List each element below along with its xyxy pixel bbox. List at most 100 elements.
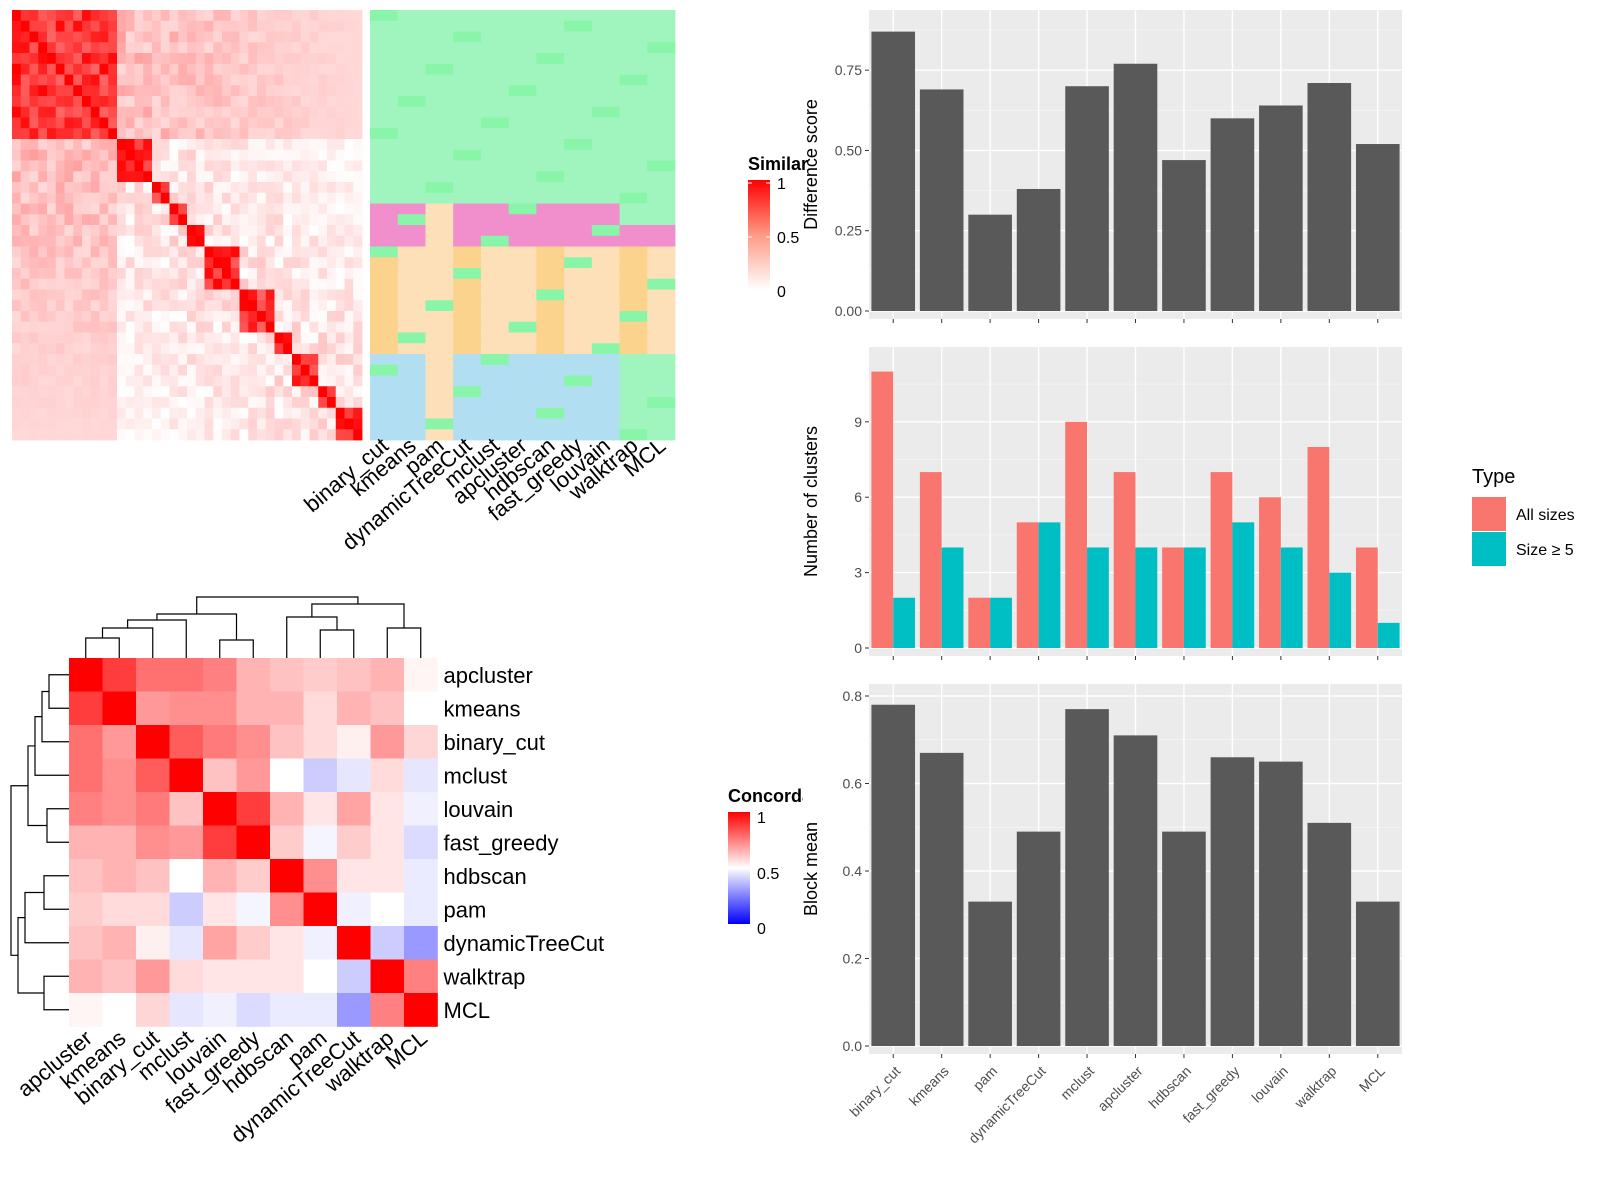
similarity-cell bbox=[117, 332, 127, 344]
dendrogram-branch bbox=[17, 917, 44, 994]
similarity-cell bbox=[47, 63, 57, 75]
similarity-cell bbox=[265, 246, 275, 258]
annotation-cell bbox=[564, 364, 593, 376]
similarity-cell bbox=[143, 311, 153, 323]
similarity-cell bbox=[29, 128, 39, 140]
similarity-cell bbox=[230, 85, 240, 97]
similarity-cell bbox=[239, 53, 249, 65]
similarity-cell bbox=[47, 203, 57, 215]
concordance-row-label: mclust bbox=[444, 763, 508, 788]
annotation-cell bbox=[425, 386, 454, 398]
similarity-cell bbox=[90, 160, 100, 172]
similarity-cell bbox=[99, 321, 109, 333]
similarity-cell bbox=[90, 53, 100, 65]
y-tick-label: 0 bbox=[854, 640, 862, 656]
bar bbox=[871, 31, 916, 312]
annotation-cell bbox=[397, 203, 426, 215]
annotation-cell bbox=[647, 278, 676, 290]
annotation-cell bbox=[564, 10, 593, 22]
legend-swatch-all-sizes bbox=[1472, 497, 1506, 531]
annotation-cell bbox=[397, 20, 426, 32]
similarity-cell bbox=[134, 53, 144, 65]
similarity-cell bbox=[152, 257, 162, 269]
similarity-cell bbox=[300, 300, 310, 312]
annotation-cell bbox=[397, 268, 426, 280]
similarity-cell bbox=[152, 418, 162, 430]
similarity-cell bbox=[204, 96, 214, 108]
similarity-cell bbox=[327, 225, 337, 237]
similarity-cell bbox=[12, 278, 22, 290]
similarity-cell bbox=[283, 235, 293, 247]
similarity-cell bbox=[55, 354, 65, 366]
similarity-cell bbox=[90, 397, 100, 409]
similarity-cell bbox=[152, 117, 162, 129]
similarity-cell bbox=[143, 225, 153, 237]
annotation-cell bbox=[508, 53, 537, 65]
similarity-cell bbox=[160, 278, 170, 290]
similarity-cell bbox=[300, 192, 310, 204]
similarity-cell bbox=[283, 278, 293, 290]
annotation-cell bbox=[591, 203, 620, 215]
similarity-cell bbox=[222, 42, 232, 54]
annotation-cell bbox=[619, 53, 648, 65]
concordance-row-label: binary_cut bbox=[444, 730, 546, 755]
y-tick-label: 6 bbox=[854, 489, 862, 505]
concordance-cell bbox=[169, 691, 204, 726]
similarity-cell bbox=[327, 63, 337, 75]
similarity-cell bbox=[265, 375, 275, 387]
similarity-cell bbox=[344, 182, 354, 194]
similarity-cell bbox=[12, 246, 22, 258]
similarity-cell bbox=[82, 20, 92, 32]
annotation-cell bbox=[425, 321, 454, 333]
similarity-cell bbox=[108, 418, 118, 430]
concordance-cell bbox=[270, 959, 304, 994]
concordance-cell bbox=[102, 993, 137, 1027]
similarity-cell bbox=[265, 364, 275, 376]
annotation-cell bbox=[564, 20, 593, 32]
similarity-cell bbox=[29, 289, 39, 301]
similarity-cell bbox=[73, 343, 83, 355]
annotation-cell bbox=[480, 300, 510, 312]
similarity-cell bbox=[274, 106, 284, 118]
similarity-cell bbox=[38, 203, 48, 215]
similarity-cell bbox=[82, 160, 92, 172]
similarity-cell bbox=[318, 31, 328, 43]
annotation-cell bbox=[508, 429, 537, 441]
similarity-cell bbox=[283, 85, 293, 97]
concordance-cell bbox=[169, 658, 204, 692]
similarity-cell bbox=[265, 96, 275, 108]
concordance-cell bbox=[136, 725, 170, 759]
concordance-cell bbox=[203, 758, 237, 793]
similarity-cell bbox=[178, 31, 188, 43]
similarity-cell bbox=[125, 85, 135, 97]
similarity-cell bbox=[187, 106, 197, 118]
similarity-cell bbox=[239, 225, 249, 237]
annotation-cell bbox=[397, 225, 426, 237]
similarity-cell bbox=[134, 429, 144, 441]
annotation-cell bbox=[370, 139, 399, 151]
similarity-cell bbox=[335, 106, 345, 118]
annotation-cell bbox=[425, 354, 454, 366]
annotation-cell bbox=[480, 96, 510, 108]
similarity-cell bbox=[178, 407, 188, 419]
similarity-cell bbox=[300, 203, 310, 215]
concordance-cell bbox=[169, 825, 204, 860]
similarity-cell bbox=[160, 257, 170, 269]
similarity-cell bbox=[64, 203, 74, 215]
annotation-cell bbox=[370, 160, 399, 172]
similarity-cell bbox=[239, 20, 249, 32]
annotation-cell bbox=[647, 96, 676, 108]
similarity-cell bbox=[274, 139, 284, 151]
similarity-cell bbox=[204, 203, 214, 215]
annotation-cell bbox=[619, 214, 648, 226]
similarity-cell bbox=[257, 407, 267, 419]
annotation-cell bbox=[591, 386, 620, 398]
similarity-cell bbox=[222, 278, 232, 290]
similarity-cell bbox=[82, 343, 92, 355]
similarity-cell bbox=[222, 321, 232, 333]
annotation-cell bbox=[453, 375, 482, 387]
similarity-cell bbox=[318, 128, 328, 140]
concordance-cell bbox=[102, 926, 137, 960]
similarity-cell bbox=[38, 354, 48, 366]
annotation-cell bbox=[370, 397, 399, 409]
